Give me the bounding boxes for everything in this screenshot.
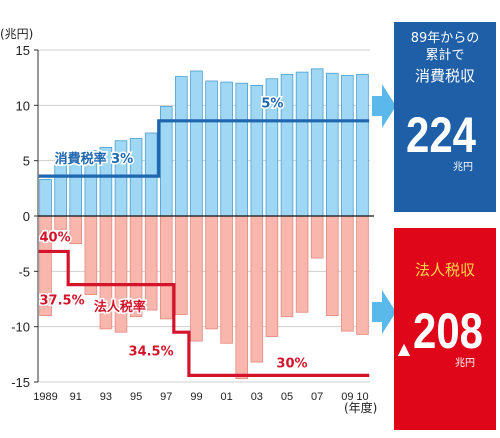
y-tick-label-1: 10: [16, 98, 30, 113]
y-tick-label-3: 0: [23, 209, 30, 224]
corporate-box-title: 法人税収: [415, 261, 475, 279]
bar-s1-1996: [144, 215, 158, 311]
bar-s1-1990: [54, 215, 67, 230]
bar-s1-2004: [265, 215, 279, 338]
corporate-box-amount: 208: [413, 303, 483, 359]
rate-label-1-4: 30%: [276, 357, 307, 372]
bar-s0-2007: [310, 68, 324, 217]
bar-s0-1997: [159, 106, 173, 217]
x-tick-label-1995: 95: [130, 391, 142, 403]
bar-s0-1999: [190, 70, 203, 217]
bar-s0-1989: [39, 179, 52, 217]
bar-s1-1997: [159, 215, 173, 320]
bar-s1-2002: [235, 215, 249, 380]
rate-label-1-0: 40%: [40, 230, 71, 245]
rate-line-1: [38, 249, 370, 377]
bar-s1-2007: [310, 215, 324, 259]
rate-label-1-2: 法人税率: [94, 299, 146, 315]
x-tick-label-1997: 97: [160, 391, 172, 403]
bar-s0-1990: [54, 164, 67, 217]
rate-label-0-1: 5%: [261, 97, 283, 112]
arrow-to-consumption-box: [372, 84, 396, 128]
y-tick-label-2: 5: [23, 154, 30, 169]
bar-s1-1991: [69, 215, 83, 245]
consumption-box-line2: 累計で: [425, 47, 464, 63]
rate-labels: 消費税率 3% 5% 40% 37.5% 法人税率 34.5% 30%: [38, 95, 309, 373]
x-tick-label-2007: 07: [311, 391, 323, 403]
rate-label-1-3: 34.5%: [129, 344, 174, 359]
bar-s1-2005: [280, 215, 294, 318]
consumption-box-unit: 兆円: [453, 161, 473, 173]
bar-s0-2010: [356, 73, 369, 217]
x-tick-label-2003: 03: [251, 391, 263, 403]
bar-s0-1991: [69, 160, 83, 217]
rate-lines: [38, 119, 370, 377]
axes: [34, 49, 374, 383]
bar-s0-2001: [220, 81, 233, 217]
y-tick-label-4: -5: [18, 264, 30, 279]
y-tick-label-0: 15: [16, 43, 30, 58]
bar-s1-1992: [84, 215, 98, 295]
y-tick-label-5: -10: [11, 320, 30, 335]
bar-s1-2000: [205, 215, 218, 330]
consumption-box-line1: 89年からの: [411, 31, 480, 46]
y-axis-unit-label: (兆円): [0, 27, 33, 41]
bar-s0-2000: [205, 80, 218, 217]
x-tick-label-2010: 10: [356, 391, 368, 403]
bar-s1-2008: [325, 215, 339, 316]
bar-s1-2009: [341, 215, 354, 332]
bar-s1-2010: [356, 215, 369, 335]
x-axis-unit-label: (年度): [344, 400, 377, 415]
x-tick-label-1993: 93: [100, 391, 112, 403]
bar-s1-2003: [250, 215, 264, 363]
x-tick-label-2001: 01: [221, 391, 233, 403]
bar-s1-2001: [220, 215, 233, 344]
bar-s0-1996: [144, 132, 158, 217]
bars: [39, 68, 369, 380]
corporate-total-box: 法人税収 ▲ 208 兆円: [394, 228, 496, 430]
bar-s0-2002: [235, 82, 249, 217]
rate-label-1-1: 37.5%: [40, 294, 85, 309]
corporate-box-triangle: ▲: [398, 339, 411, 358]
rate-line-0: [38, 119, 370, 178]
bar-s1-1999: [190, 215, 203, 342]
x-tick-label-2009: 09: [341, 391, 353, 403]
consumption-box-title: 消費税収: [415, 67, 475, 85]
rate-label-0-0: 消費税率 3%: [55, 151, 134, 167]
bar-s0-1998: [175, 76, 188, 217]
x-tick-label-1991: 91: [70, 391, 82, 403]
bar-s1-1998: [175, 215, 188, 315]
arrow-to-corporate-box: [372, 290, 396, 334]
x-tick-label-2005: 05: [281, 391, 293, 403]
bar-s0-2009: [341, 75, 354, 217]
x-tick-label-1989: 1989: [33, 391, 57, 403]
consumption-box-amount: 224: [406, 107, 476, 163]
x-tick-label-1999: 99: [190, 391, 202, 403]
corporate-box-unit: 兆円: [455, 357, 475, 369]
bar-s0-2006: [295, 71, 309, 217]
consumption-total-box: 89年からの 累計で 消費税収 224 兆円: [394, 22, 496, 212]
y-tick-label-6: -15: [11, 375, 30, 390]
bar-s1-2006: [295, 215, 309, 313]
bar-s0-2008: [325, 72, 339, 217]
